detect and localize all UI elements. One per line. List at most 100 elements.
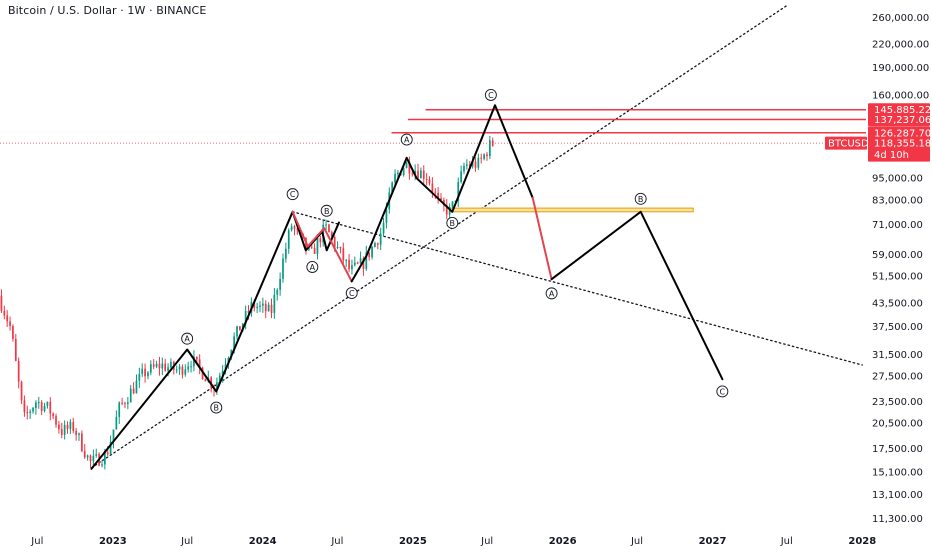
candle-body	[371, 246, 373, 258]
candle-body	[66, 424, 69, 429]
candle-body	[259, 305, 261, 307]
candle-body	[26, 412, 29, 414]
price-tick-label: 27,500.00	[872, 372, 923, 383]
candle-body	[32, 407, 34, 412]
candle-body	[112, 429, 115, 442]
candle-body	[184, 369, 187, 375]
candle-body	[313, 247, 316, 254]
candle-body	[267, 304, 270, 312]
symbol-badge	[825, 136, 867, 150]
candle-body	[279, 278, 281, 290]
wave-label-a: A	[400, 133, 413, 146]
candle-body	[187, 366, 190, 370]
candle-body	[221, 370, 224, 376]
candle-body	[474, 161, 477, 168]
wave-label-c: C	[286, 188, 299, 201]
wave-label-text: B	[214, 404, 220, 413]
time-tick-label: 2026	[549, 536, 577, 547]
trendline-layer	[90, 4, 863, 469]
candle-body	[394, 173, 396, 183]
wave-label-c: C	[484, 89, 497, 101]
candle-body	[460, 171, 462, 183]
support-zone	[449, 207, 694, 213]
candle-body	[351, 265, 353, 270]
candle-body	[296, 228, 299, 230]
wave-label-circle	[484, 89, 497, 101]
candle-body	[190, 366, 192, 368]
candle-body	[58, 424, 60, 430]
wave-label-circle	[545, 287, 558, 300]
candle-body	[437, 192, 439, 199]
candle-body	[374, 243, 376, 247]
time-tick-label: Jul	[180, 536, 193, 547]
candle-body	[0, 295, 3, 311]
candle-body	[262, 303, 264, 306]
candle-body	[402, 168, 405, 176]
wave-label-circle	[716, 385, 729, 398]
price-axis[interactable]: 260,000.00 220,000.00 190,000.00 160,000.00…	[872, 13, 929, 525]
wave-label-circle	[345, 287, 358, 299]
candle-body	[40, 402, 43, 411]
price-tick-label: 11,300.00	[872, 514, 923, 525]
candle-body	[60, 429, 63, 435]
price-tick-label: 260,000.00	[872, 13, 929, 24]
time-tick-label: Jul	[330, 536, 343, 547]
candle-body	[273, 294, 276, 313]
candle-body	[356, 262, 359, 264]
candle-body	[170, 361, 172, 368]
wave-label-c: C	[716, 385, 729, 398]
candle-body	[204, 379, 207, 382]
wave-label-text: B	[638, 195, 644, 204]
candle-body	[175, 369, 178, 371]
wave-label-b: B	[634, 192, 647, 205]
candle-body	[17, 360, 20, 382]
candle-body	[138, 373, 141, 381]
wave-line-5	[531, 196, 553, 281]
candle-body	[106, 452, 109, 455]
wave-label-b: B	[446, 217, 459, 229]
candle-body	[477, 157, 480, 168]
price-tick-label: 59,000.00	[872, 250, 923, 261]
candle-body	[155, 363, 158, 367]
wave-label-a: A	[181, 332, 194, 345]
chart-title: Bitcoin / U.S. Dollar · 1W · BINANCE	[8, 4, 207, 17]
resistance-badge-1	[868, 103, 930, 117]
time-tick-label: 2028	[848, 536, 876, 547]
wave-label-a: A	[306, 261, 319, 273]
wave-label-text: C	[290, 190, 296, 199]
candle-body	[181, 366, 184, 375]
candle-body	[6, 315, 9, 322]
time-tick-label: 2024	[249, 536, 277, 547]
candle-body	[443, 199, 445, 206]
candle-body	[49, 401, 52, 414]
candle-body	[359, 258, 362, 264]
candle-body	[86, 455, 89, 458]
candle-body	[3, 310, 6, 316]
price-tick-label: 160,000.00	[872, 90, 929, 101]
wave-line-1	[90, 210, 294, 470]
candle-body	[69, 421, 72, 429]
candle-body	[270, 304, 273, 313]
price-tick-label: 51,500.00	[872, 272, 923, 283]
candle-body	[287, 230, 290, 249]
wave-label-text: A	[310, 263, 316, 272]
candle-body	[310, 246, 313, 248]
candle-body	[126, 402, 129, 405]
candle-body	[480, 157, 483, 159]
candle-body	[37, 402, 40, 404]
candle-body	[149, 364, 152, 373]
wave-label-text: B	[324, 207, 330, 216]
candle-body	[379, 233, 382, 245]
candle-body	[158, 363, 161, 369]
time-tick-label: 2027	[699, 536, 727, 547]
candle-body	[195, 356, 198, 360]
candle-body	[89, 455, 92, 462]
candle-body	[193, 356, 195, 367]
candle-body	[75, 430, 77, 435]
wave-label-circle	[181, 332, 194, 345]
candle-body	[440, 198, 442, 200]
time-axis[interactable]: Jul 2023 Jul 2024 Jul 2025 Jul 2026 Jul 2027 Jul 20…	[30, 536, 876, 547]
candle-body	[486, 154, 488, 157]
